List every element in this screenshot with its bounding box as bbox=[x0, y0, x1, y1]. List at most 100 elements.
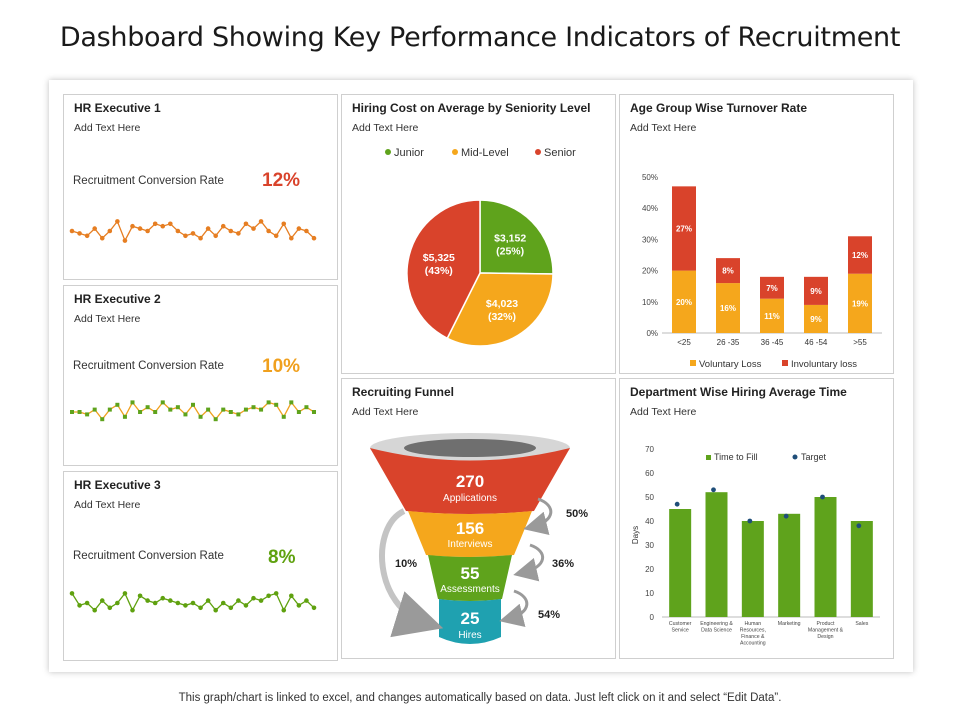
x-tick-label: >55 bbox=[853, 338, 867, 347]
target-point bbox=[783, 513, 789, 519]
panel-title: Hiring Cost on Average by Seniority Leve… bbox=[352, 101, 591, 115]
x-tick-label: <25 bbox=[677, 338, 691, 347]
legend-label: Involuntary loss bbox=[791, 359, 857, 370]
sparkline-point bbox=[85, 412, 90, 417]
sparkline-point bbox=[183, 412, 188, 417]
panel-title: Recruiting Funnel bbox=[352, 385, 454, 399]
sparkline-point bbox=[122, 238, 128, 243]
funnel-stage-value: 55 bbox=[461, 564, 480, 583]
x-tick-label: Management & bbox=[808, 628, 844, 634]
funnel-diagram: 270 Applications 156 Interviews 55 Asses… bbox=[370, 433, 588, 644]
sparkline-point bbox=[191, 402, 195, 407]
funnel-opening bbox=[404, 439, 536, 457]
panel-subtitle: Add Text Here bbox=[630, 406, 697, 418]
sparkline-point bbox=[152, 600, 158, 606]
pie-percent-label: (43%) bbox=[425, 265, 453, 277]
bar bbox=[741, 521, 764, 617]
sparkline-point bbox=[311, 605, 317, 611]
sparkline-point bbox=[266, 400, 271, 405]
sparkline-point bbox=[296, 410, 301, 414]
pie-slice bbox=[446, 272, 554, 347]
panel-subtitle: Add Text Here bbox=[630, 122, 697, 134]
sparkline-point bbox=[115, 402, 120, 407]
pie-percent-label: (32%) bbox=[488, 311, 516, 323]
sparkline-point bbox=[92, 407, 97, 412]
target-point bbox=[674, 501, 680, 507]
x-tick-label: Sales bbox=[855, 621, 868, 627]
panel-title: HR Executive 1 bbox=[74, 101, 161, 115]
y-tick-label: 40 bbox=[645, 517, 654, 526]
panel-subtitle: Add Text Here bbox=[352, 406, 419, 418]
legend-marker bbox=[535, 149, 541, 155]
target-point bbox=[856, 523, 862, 529]
y-tick-label: 0 bbox=[650, 613, 655, 622]
sparkline-point bbox=[228, 605, 234, 611]
kpi-label: Recruitment Conversion Rate bbox=[73, 175, 224, 187]
legend-marker bbox=[782, 360, 788, 366]
sparkline-point bbox=[258, 598, 264, 603]
sparkline-point bbox=[289, 235, 294, 241]
bar-segment bbox=[672, 186, 696, 271]
x-tick-label: 46 -54 bbox=[805, 338, 828, 347]
bar bbox=[669, 509, 692, 617]
overall-conversion-arrow bbox=[379, 508, 444, 638]
y-tick-label: 0% bbox=[646, 329, 658, 338]
pie-slice bbox=[479, 199, 554, 275]
footer-note: This graph/chart is linked to excel, and… bbox=[178, 692, 782, 704]
y-tick-label: 10 bbox=[645, 589, 654, 598]
sparkline-point bbox=[77, 231, 82, 236]
bar bbox=[705, 492, 728, 617]
sparkline-point bbox=[175, 228, 181, 234]
legend-marker bbox=[792, 454, 798, 460]
sparkline-point bbox=[236, 598, 241, 603]
sparkline-chart bbox=[70, 400, 316, 422]
sparkline-point bbox=[259, 407, 264, 412]
stacked-bar-chart: 0% 10% 20% 30% 40% 50% 20% 27% <25 16% 8% 26 -35 11%… bbox=[642, 173, 882, 370]
sparkline-point bbox=[137, 226, 143, 231]
funnel-stage-label: Interviews bbox=[447, 539, 492, 550]
sparkline-point bbox=[183, 233, 188, 239]
funnel-stage-value: 270 bbox=[456, 472, 484, 491]
sparkline-point bbox=[138, 410, 143, 414]
x-tick-label: Service bbox=[672, 628, 689, 634]
legend-label: Time to Fill bbox=[714, 452, 758, 462]
sparkline-point bbox=[251, 405, 256, 410]
panel-title: Department Wise Hiring Average Time bbox=[630, 385, 847, 399]
sparkline-point bbox=[213, 607, 218, 613]
sparkline-point bbox=[175, 405, 180, 410]
y-tick-label: 30% bbox=[642, 235, 658, 244]
sparkline-point bbox=[183, 603, 188, 608]
department-hiring-time-panel: Department Wise Hiring Average Time Add … bbox=[619, 378, 894, 659]
sparkline-point bbox=[243, 221, 249, 227]
sparkline-point bbox=[160, 595, 166, 601]
y-tick-label: 30 bbox=[645, 541, 654, 550]
pie-data-label: $3,152 bbox=[494, 232, 526, 244]
hr-executive-1-panel: HR Executive 1 Add Text Here Recruitment… bbox=[63, 94, 338, 280]
sparkline-point bbox=[175, 600, 181, 606]
y-tick-label: 70 bbox=[645, 445, 654, 454]
overall-conversion-rate: 10% bbox=[395, 558, 417, 570]
sparkline-point bbox=[205, 226, 211, 231]
sparkline-point bbox=[69, 228, 75, 234]
kpi-label: Recruitment Conversion Rate bbox=[73, 550, 224, 562]
bar-segment bbox=[804, 276, 828, 305]
sparkline-point bbox=[281, 414, 286, 419]
bar-segment bbox=[716, 258, 740, 284]
bar bbox=[814, 497, 837, 617]
sparkline-point bbox=[213, 233, 218, 239]
kpi-value: 8% bbox=[268, 547, 296, 568]
bar-segment bbox=[804, 304, 828, 333]
sparkline-point bbox=[296, 226, 302, 231]
bar-data-label: 27% bbox=[676, 224, 692, 233]
pie-slice bbox=[406, 199, 481, 340]
sparkline-point bbox=[160, 400, 165, 405]
conversion-rate: 50% bbox=[566, 508, 588, 520]
x-tick-label: Finance & bbox=[741, 634, 765, 640]
funnel-stage-label: Hires bbox=[458, 630, 481, 641]
sparkline-point bbox=[145, 598, 150, 603]
bar-segment bbox=[716, 283, 740, 333]
sparkline-point bbox=[243, 407, 248, 412]
hr-executive-3-panel: HR Executive 3 Add Text Here Recruitment… bbox=[63, 471, 338, 661]
x-tick-label: Customer bbox=[669, 621, 692, 627]
